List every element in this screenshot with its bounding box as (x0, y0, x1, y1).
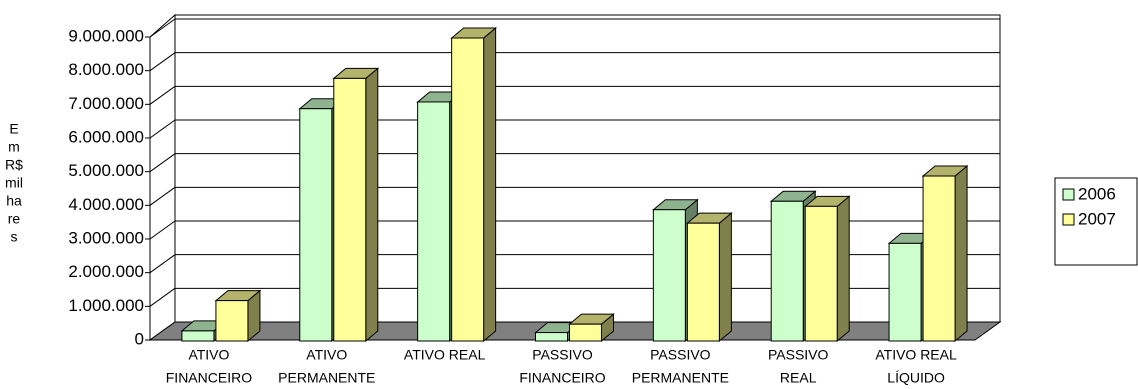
x-tick-label: PASSIVO (650, 347, 711, 363)
grid-line (149, 254, 176, 274)
y-tick-label: 0 (135, 329, 144, 348)
grid-line (149, 287, 176, 307)
x-tick-label: REAL (780, 370, 817, 386)
bar (804, 205, 838, 342)
x-tick-label: FINANCEIRO (519, 370, 605, 386)
legend-label: 2006 (1078, 184, 1116, 203)
bar (535, 332, 568, 342)
y-axis-label: s (11, 229, 18, 245)
bar (770, 200, 804, 342)
x-tick-label: FINANCEIRO (166, 370, 252, 386)
back-wall (174, 14, 1001, 323)
y-tick-label: 8.000.000 (68, 60, 144, 79)
bar (652, 209, 686, 342)
x-tick-label: ATIVO REAL (404, 347, 486, 363)
grid-line (149, 119, 176, 139)
grid-line (149, 153, 176, 173)
y-axis-label: R$ (5, 157, 23, 173)
y-axis-label: E (9, 121, 18, 137)
bar-side (954, 164, 968, 343)
legend-swatch (1062, 213, 1075, 226)
bar (333, 77, 367, 342)
y-tick-label: 9.000.000 (68, 26, 144, 45)
bar (922, 175, 956, 342)
grid-line (149, 18, 176, 38)
bar (299, 108, 333, 342)
y-axis-label: re (8, 211, 21, 227)
bar (215, 300, 249, 342)
grid-line (149, 220, 176, 240)
y-tick-label: 4.000.000 (68, 195, 144, 214)
grid-line (149, 85, 176, 105)
bar-side (718, 212, 732, 343)
x-tick-label: ATIVO REAL (875, 347, 957, 363)
x-tick-label: PERMANENTE (632, 370, 729, 386)
grid-line (149, 186, 176, 206)
legend-swatch (1062, 188, 1075, 201)
x-tick-label: LÍQUIDO (887, 370, 945, 386)
x-tick-label: PERMANENTE (278, 370, 375, 386)
y-tick-label: 6.000.000 (68, 127, 144, 146)
y-axis-label: m (8, 139, 20, 155)
bar (569, 323, 602, 342)
x-tick-label: ATIVO (188, 347, 229, 363)
y-axis-label: mil (5, 175, 23, 191)
x-tick-label: ATIVO (306, 347, 347, 363)
y-tick-label: 3.000.000 (68, 228, 144, 247)
y-tick-label: 2.000.000 (68, 262, 144, 281)
x-tick-label: PASSIVO (768, 347, 829, 363)
bar (451, 37, 485, 342)
grid-line (149, 52, 176, 72)
y-tick-label: 5.000.000 (68, 161, 144, 180)
bar-side (483, 26, 497, 343)
y-tick-label: 7.000.000 (68, 94, 144, 113)
x-tick-label: PASSIVO (532, 347, 593, 363)
y-axis-label: ha (6, 193, 22, 209)
bar (181, 330, 215, 342)
y-tick-label: 1.000.000 (68, 296, 144, 315)
legend-label: 2007 (1078, 209, 1116, 228)
bar-side (365, 67, 379, 343)
bar (686, 222, 720, 342)
bar (888, 242, 922, 342)
bar-side (836, 195, 850, 343)
bar (417, 101, 451, 342)
